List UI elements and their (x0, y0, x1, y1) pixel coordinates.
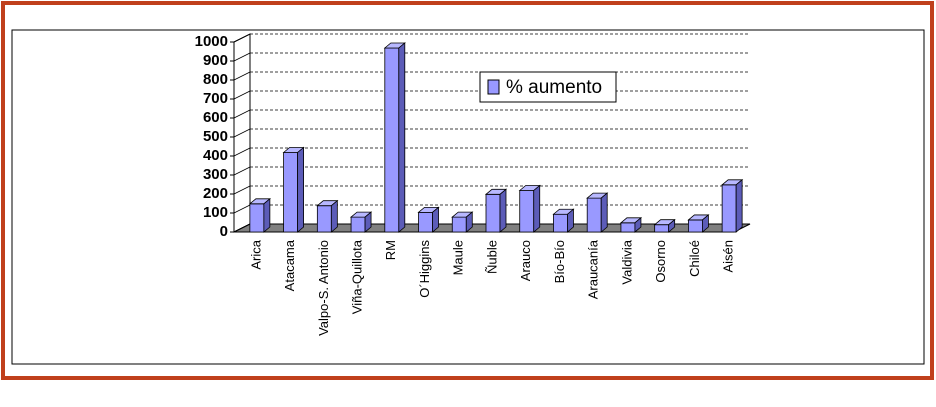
bar-face (654, 224, 670, 233)
bar-face (398, 42, 406, 233)
bar-face (364, 211, 372, 233)
bar-face (465, 211, 473, 233)
bar (417, 206, 440, 233)
x-tick-label: Araucanía (586, 239, 601, 299)
bar-face (316, 205, 332, 233)
bar (653, 218, 676, 233)
y-tick-label: 800 (203, 71, 228, 88)
bar (349, 211, 373, 233)
grid-line (233, 33, 251, 43)
grid-line (233, 71, 251, 81)
bar (552, 208, 575, 233)
bar (687, 214, 710, 233)
x-tick-label: Arica (248, 239, 263, 269)
bar-face (668, 218, 676, 233)
x-tick-label: RM (383, 240, 398, 260)
y-tick-label: 900 (203, 52, 228, 69)
bar-face (451, 216, 467, 233)
y-tick-label: 1000 (195, 33, 228, 50)
legend-box (479, 71, 617, 103)
y-tick-label: 500 (203, 128, 228, 145)
grid-line (233, 185, 251, 195)
legend-swatch (487, 79, 500, 95)
bar-face (283, 152, 299, 233)
y-tick-label: 0 (220, 223, 228, 240)
bar-face (620, 222, 636, 233)
x-tick-label: Osorno (653, 240, 668, 283)
outer-frame (1, 1, 934, 380)
y-tick-label: 600 (203, 109, 228, 126)
bar-face (432, 206, 439, 233)
bar (248, 197, 271, 233)
bar-face (249, 203, 265, 233)
x-tick-label: Arauco (518, 240, 533, 281)
bar (282, 146, 305, 233)
x-tick-label: Valdivia (619, 239, 634, 284)
bar-face (499, 188, 507, 233)
x-tick-label: Aisén (721, 240, 736, 273)
bar-face (634, 216, 642, 233)
y-tick-label: 700 (203, 90, 228, 107)
grid-line (233, 52, 251, 62)
grid-line (233, 147, 251, 157)
grid-line (233, 128, 251, 138)
bar-face (297, 146, 305, 233)
grid-line (233, 166, 251, 176)
x-tick-label: Chiloé (687, 240, 702, 277)
bar-face (533, 184, 541, 233)
bar (451, 211, 474, 233)
bar-face (567, 208, 574, 233)
bar (586, 192, 609, 233)
x-tick-label: Ñuble (484, 240, 499, 274)
x-tick-label: Viña-Quillota (350, 239, 365, 314)
bar (316, 199, 339, 233)
bar-face (263, 197, 271, 233)
grid-line (233, 109, 251, 119)
bar-face (600, 192, 608, 233)
x-tick-label: Bío-Bío (552, 240, 567, 283)
y-tick-label: 100 (203, 204, 228, 221)
x-tick-label: Maule (451, 240, 466, 275)
bar-face (721, 184, 737, 233)
grid-line (233, 204, 251, 214)
bar-face (418, 211, 433, 233)
bar-face (330, 199, 338, 233)
legend-label: % aumento (506, 77, 602, 98)
bar-face (519, 190, 535, 233)
x-tick-label: O´Higgins (417, 240, 432, 298)
bar (721, 178, 744, 233)
bar (619, 216, 643, 233)
y-tick-label: 400 (203, 147, 228, 164)
bar-face (735, 178, 743, 233)
x-tick-label: Atacama (282, 239, 297, 291)
bar-face (553, 213, 568, 233)
y-tick-label: 200 (203, 185, 228, 202)
y-tick-label: 300 (203, 166, 228, 183)
x-tick-label: Valpo-S. Antonio (316, 240, 331, 336)
bar-face (350, 216, 366, 233)
grid-line (233, 223, 251, 233)
bar (383, 42, 406, 233)
bar-face (586, 197, 602, 233)
grid-line (233, 90, 251, 100)
bar (518, 184, 541, 233)
bar-face (485, 193, 501, 233)
bar (484, 188, 508, 233)
bar-face (702, 214, 709, 233)
bar-face (688, 219, 703, 233)
bar-face (384, 47, 400, 233)
